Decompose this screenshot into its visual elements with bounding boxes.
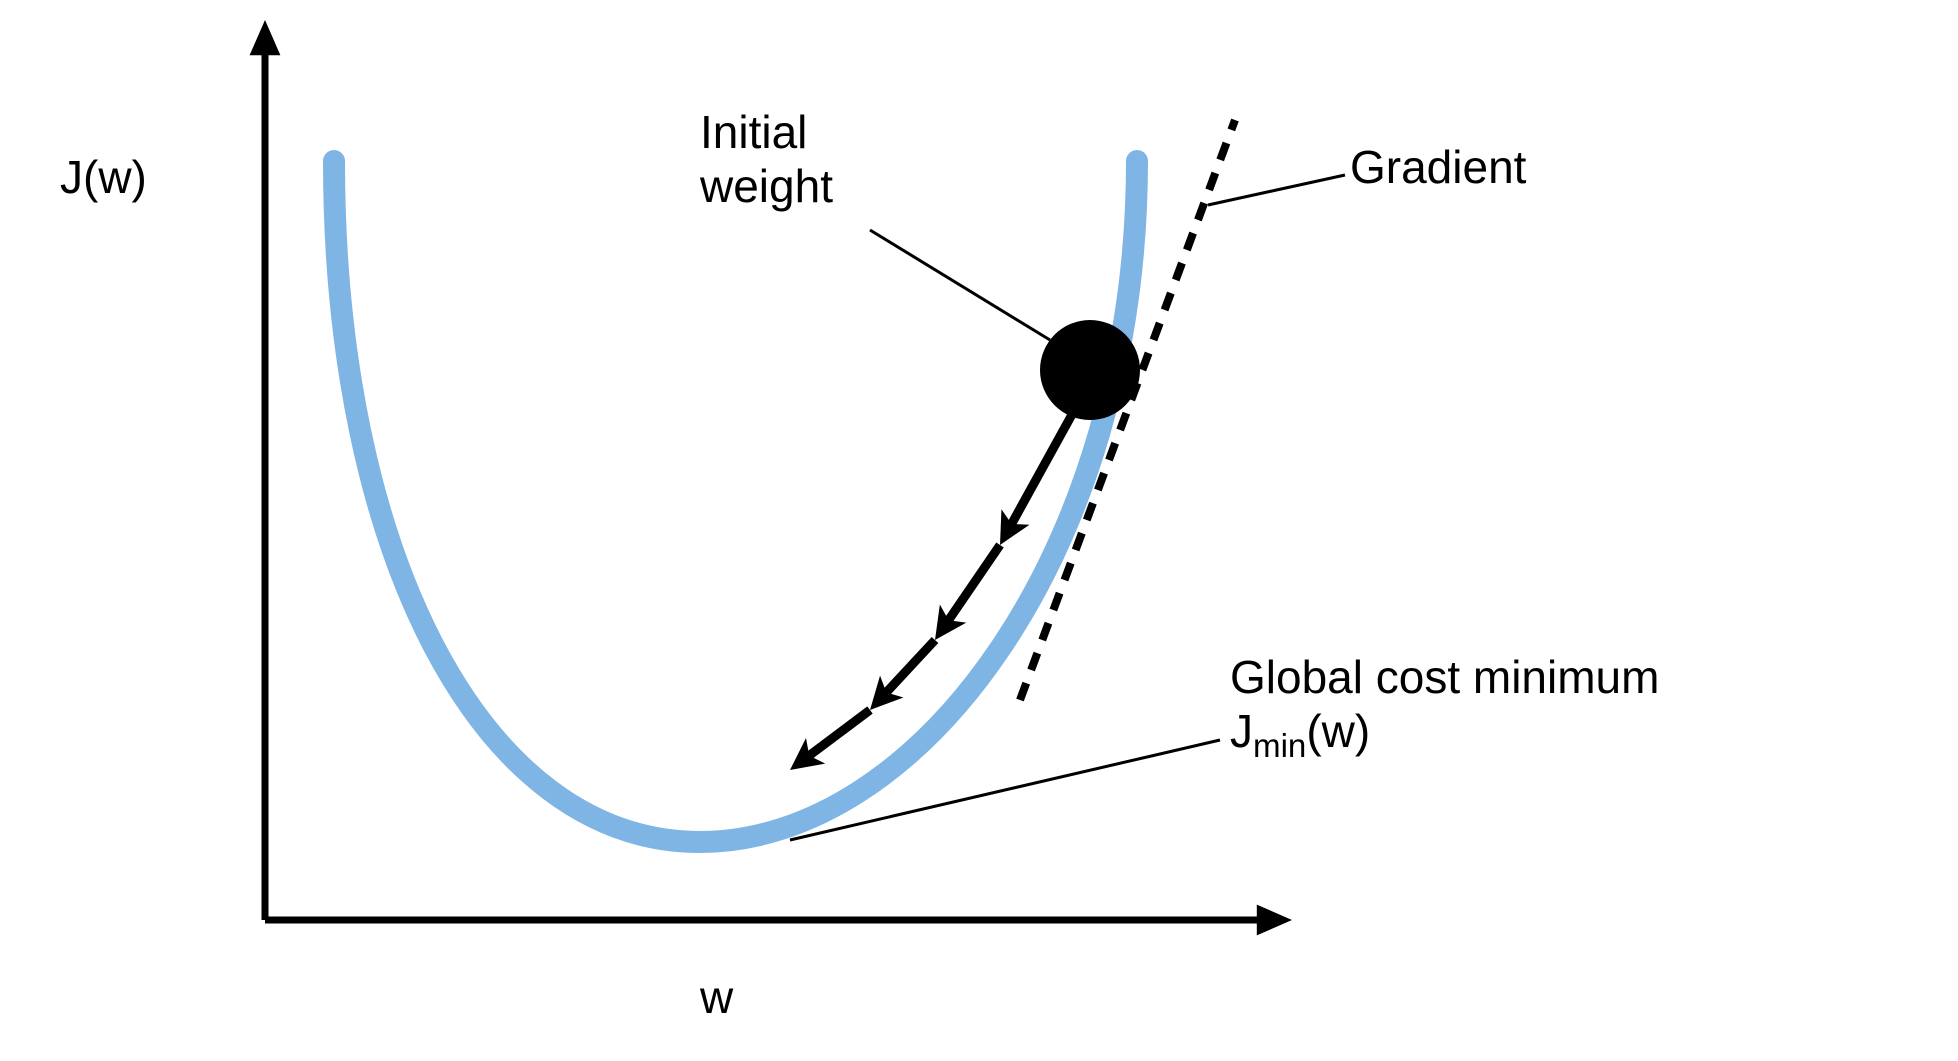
y-axis-label: J(w) — [60, 150, 147, 204]
initial-weight-label: Initial weight — [700, 105, 833, 213]
descent-arrow-segment — [801, 710, 870, 762]
initial-weight-point — [1040, 320, 1140, 420]
global-min-line1: Global cost minimum — [1230, 651, 1659, 703]
x-axis-label: w — [700, 970, 733, 1024]
gradient-label: Gradient — [1350, 140, 1526, 194]
global-min-j: J — [1230, 705, 1253, 757]
initial-weight-connector — [870, 230, 1050, 340]
gradient-descent-diagram: J(w) w Initial weight Gradient Global co… — [0, 0, 1958, 1061]
descent-arrow-segment — [880, 640, 935, 700]
global-min-label: Global cost minimum Jmin(w) — [1230, 650, 1659, 766]
global-min-sub: min — [1253, 728, 1306, 765]
x-axis-arrowhead — [1257, 905, 1292, 936]
cost-curve — [334, 161, 1137, 842]
global-min-w: (w) — [1306, 705, 1370, 757]
y-axis-arrowhead — [250, 20, 281, 55]
descent-arrow-segment — [943, 545, 1000, 628]
gradient-connector — [1208, 175, 1345, 205]
diagram-svg — [0, 0, 1958, 1061]
